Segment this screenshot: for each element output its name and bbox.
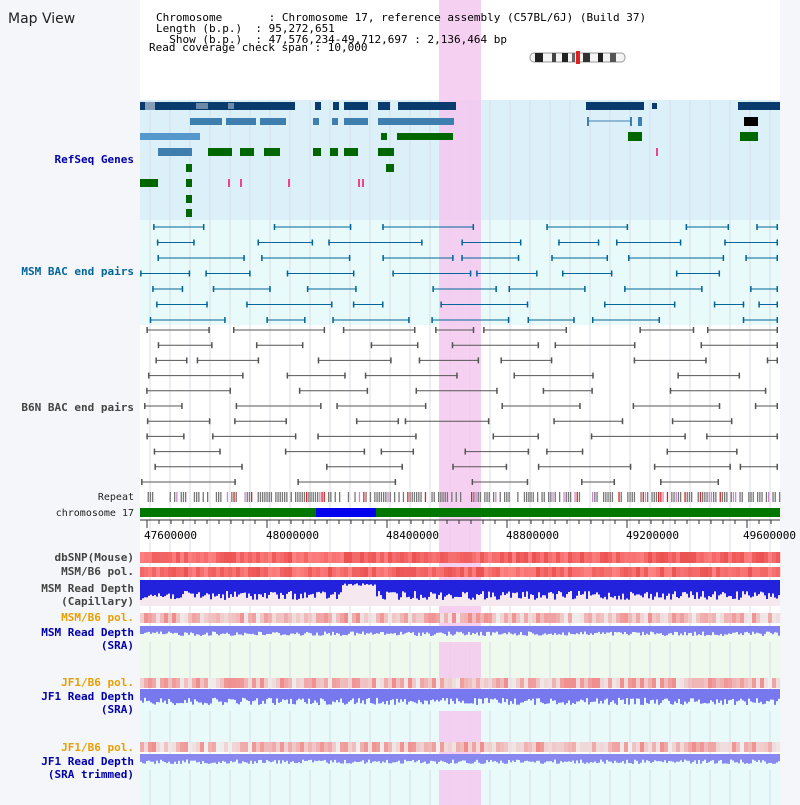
track-label-msm-b6-pol-2: MSM/B6 pol. <box>61 611 134 624</box>
msm-b6-polymorphism-track-2 <box>140 613 781 623</box>
ruler-tick-label: 47600000 <box>144 529 197 542</box>
msm-read-depth-sra-track <box>140 626 780 642</box>
jf1-b6-polymorphism-track-2 <box>140 742 781 752</box>
label-column <box>0 0 140 805</box>
track-label-repeat: Repeat <box>98 492 134 503</box>
ruler-tick-label: 48000000 <box>266 529 319 542</box>
info-show-range: Show (b.p.) : 47,576,234-49,712,697 : 2,… <box>156 33 507 46</box>
track-label-jf1-read-depth-sra: JF1 Read Depth <box>41 690 134 703</box>
track-label-msm-bac-end-pairs[interactable]: MSM BAC end pairs <box>21 265 134 278</box>
position-ruler: 47600000 48000000 48400000 48800000 4920… <box>140 519 796 542</box>
track-label-msm-read-depth-sra: MSM Read Depth <box>41 626 134 639</box>
info-coverage-span: Read coverage check span : 10,000 <box>149 41 368 54</box>
msm-b6-polymorphism-track <box>140 567 781 577</box>
track-label-sra-trimmed: (SRA trimmed) <box>48 768 134 781</box>
ruler-tick-label: 48400000 <box>386 529 439 542</box>
msm-read-depth-capillary-track <box>140 580 780 606</box>
track-label-jf1-b6-pol-2: JF1/B6 pol. <box>61 741 134 754</box>
track-label-capillary: (Capillary) <box>61 595 134 608</box>
track-label-jf1-b6-pol: JF1/B6 pol. <box>61 676 134 689</box>
ruler-tick-label: 49600000 <box>743 529 796 542</box>
track-label-jf1-read-depth-trimmed: JF1 Read Depth <box>41 755 134 768</box>
repeat-track[interactable] <box>147 492 781 502</box>
page-title: Map View <box>8 11 75 27</box>
info-length: Length (b.p.) : 95,272,651 <box>156 22 335 35</box>
jf1-read-depth-trimmed-track <box>140 754 780 770</box>
refseq-gene-features[interactable] <box>140 102 780 217</box>
track-label-chromosome: chromosome 17 <box>56 508 134 519</box>
ruler-tick-label: 49200000 <box>626 529 679 542</box>
b6n-bac-end-pair-features[interactable] <box>141 327 778 485</box>
track-label-msm-b6-pol: MSM/B6 pol. <box>61 565 134 578</box>
track-label-msm-sra: (SRA) <box>101 639 134 652</box>
jf1-read-depth-sra-track <box>140 689 780 711</box>
track-label-dbsnp: dbSNP(Mouse) <box>55 551 134 564</box>
jf1-b6-polymorphism-track <box>140 678 781 688</box>
dbsnp-density-track <box>140 552 781 563</box>
track-label-msm-read-depth-capillary: MSM Read Depth <box>41 582 134 595</box>
chromosome-ideogram[interactable] <box>529 51 626 64</box>
track-label-jf1-sra: (SRA) <box>101 703 134 716</box>
ideogram-position-marker <box>576 51 580 64</box>
track-label-refseq-genes[interactable]: RefSeq Genes <box>55 153 134 166</box>
msm-bac-end-pair-features[interactable] <box>140 224 778 323</box>
ruler-tick-label: 48800000 <box>506 529 559 542</box>
track-label-b6n-bac-end-pairs[interactable]: B6N BAC end pairs <box>21 401 134 414</box>
info-chromosome: Chromosome : Chromosome 17, reference as… <box>156 11 646 24</box>
chromosome-bar <box>140 508 780 517</box>
